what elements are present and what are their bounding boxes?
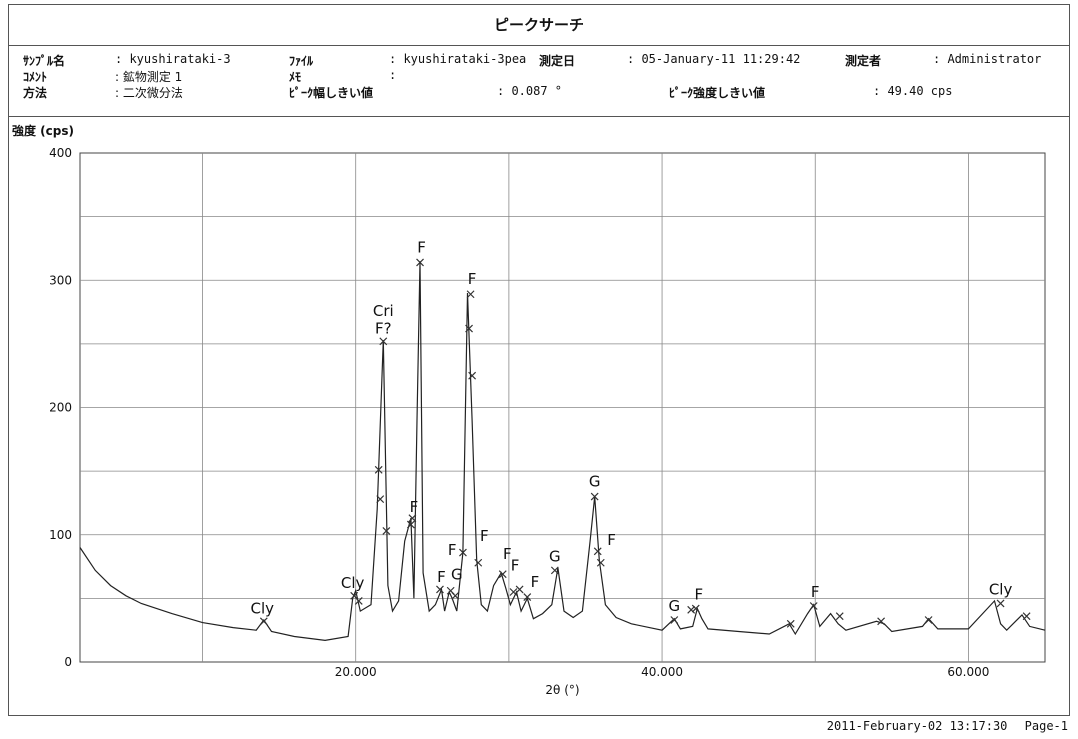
memo-label: ﾒﾓ xyxy=(289,70,302,84)
peak-annotation: F xyxy=(410,498,419,516)
peak-marker xyxy=(459,548,467,557)
metadata-panel: ｻﾝﾌﾟﾙ名 : kyushirataki-3 ﾌｧｲﾙ : kyushirat… xyxy=(9,46,1069,117)
memo-value: : xyxy=(389,68,397,82)
peak-annotation: F xyxy=(468,270,477,288)
peak-annotation: Cly xyxy=(341,574,365,592)
date-label: 測定日 xyxy=(539,54,576,68)
comment-label: ｺﾒﾝﾄ xyxy=(23,70,48,84)
peak-marker xyxy=(593,547,602,556)
report-title: ピークサーチ xyxy=(9,5,1069,46)
peak-marker xyxy=(379,337,388,346)
peak-annotation: F xyxy=(531,573,540,591)
page-number: Page-1 xyxy=(1024,719,1068,733)
peak-marker xyxy=(523,593,532,602)
peak-annotation: G xyxy=(669,597,681,615)
peak-annotation: G xyxy=(589,472,601,490)
peak-marker xyxy=(687,605,696,614)
y-tick-label: 200 xyxy=(49,401,72,415)
x-tick-label: 40.000 xyxy=(641,665,683,679)
peak-marker xyxy=(670,616,679,624)
peak-marker xyxy=(354,596,363,605)
date-value: : 05-January-11 11:29:42 xyxy=(627,52,801,66)
peak-marker xyxy=(691,604,700,613)
peak-marker xyxy=(376,495,385,504)
peak-marker xyxy=(468,371,477,380)
method-value: : 二次微分法 xyxy=(115,86,183,100)
peak-marker xyxy=(465,324,473,333)
peak-marker xyxy=(382,527,391,535)
peak-annotation: F xyxy=(811,583,820,601)
x-axis-label: 2θ (°) xyxy=(545,683,579,697)
peak-annotation: G xyxy=(451,565,463,583)
y-tick-label: 400 xyxy=(49,146,72,160)
peak-width-threshold-value: : 0.087 ° xyxy=(497,84,563,98)
peak-annotation: F? xyxy=(375,320,392,338)
peak-marker xyxy=(416,258,424,267)
report-frame: ピークサーチ ｻﾝﾌﾟﾙ名 : kyushirataki-3 ﾌｧｲﾙ : ky… xyxy=(8,4,1070,716)
peak-marker xyxy=(996,599,1005,608)
peak-marker xyxy=(374,465,383,474)
comment-value: : 鉱物測定 1 xyxy=(115,70,183,84)
operator-value: : Administrator xyxy=(933,52,1042,66)
peak-width-threshold-label: ﾋﾟｰｸ幅しきい値 xyxy=(289,86,374,100)
peak-annotation: Cri xyxy=(373,302,394,320)
y-tick-label: 300 xyxy=(49,273,72,287)
print-timestamp: 2011-February-02 13:17:30 xyxy=(826,719,1008,733)
sample-value: : kyushirataki-3 xyxy=(115,52,231,66)
peak-marker xyxy=(509,588,518,596)
peak-marker xyxy=(809,602,818,610)
series-line xyxy=(79,261,1046,642)
peak-annotation: G xyxy=(549,547,561,565)
x-tick-label: 20.000 xyxy=(335,665,377,679)
method-label: 方法 xyxy=(23,86,48,100)
peak-marker xyxy=(1022,612,1031,621)
peak-marker xyxy=(835,612,844,621)
peak-marker xyxy=(259,617,268,626)
peak-marker xyxy=(474,558,483,567)
y-tick-label: 0 xyxy=(64,655,72,669)
peak-marker xyxy=(590,492,599,501)
file-value: : kyushirataki-3pea xyxy=(389,52,527,66)
peak-marker xyxy=(498,570,507,579)
peak-marker xyxy=(550,566,559,575)
peak-marker xyxy=(515,585,524,594)
peak-marker xyxy=(924,616,933,624)
peak-intensity-threshold-value: : 49.40 cps xyxy=(873,84,953,98)
peak-annotation: F xyxy=(448,541,457,559)
peak-marker xyxy=(786,619,795,628)
peak-marker xyxy=(596,558,605,567)
peak-intensity-threshold-label: ﾋﾟｰｸ強度しきい値 xyxy=(669,86,766,100)
peak-annotation: F xyxy=(417,238,426,256)
peak-annotation: F xyxy=(607,531,616,549)
peak-annotation: F xyxy=(480,527,489,545)
peak-marker xyxy=(436,585,444,594)
peak-annotation: Cly xyxy=(251,600,275,618)
peak-annotation: F xyxy=(503,545,512,563)
peak-annotation: F xyxy=(695,586,704,604)
peak-marker xyxy=(406,520,415,529)
file-label: ﾌｧｲﾙ xyxy=(289,54,314,68)
sample-label: ｻﾝﾌﾟﾙ名 xyxy=(23,54,66,68)
y-tick-label: 100 xyxy=(49,528,72,542)
footer: 2011-February-02 13:17:30 Page-1 xyxy=(827,719,1068,733)
peak-marker xyxy=(877,617,886,626)
x-tick-label: 60.000 xyxy=(947,665,989,679)
operator-label: 測定者 xyxy=(845,54,882,68)
y-axis-label: 強度 (cps) xyxy=(12,124,74,138)
peak-marker xyxy=(466,290,475,299)
peak-annotation: F xyxy=(511,556,520,574)
peak-annotation: F xyxy=(437,568,446,586)
peak-marker xyxy=(408,514,417,523)
peak-marker xyxy=(451,591,460,600)
peak-annotation: Cly xyxy=(989,581,1013,599)
